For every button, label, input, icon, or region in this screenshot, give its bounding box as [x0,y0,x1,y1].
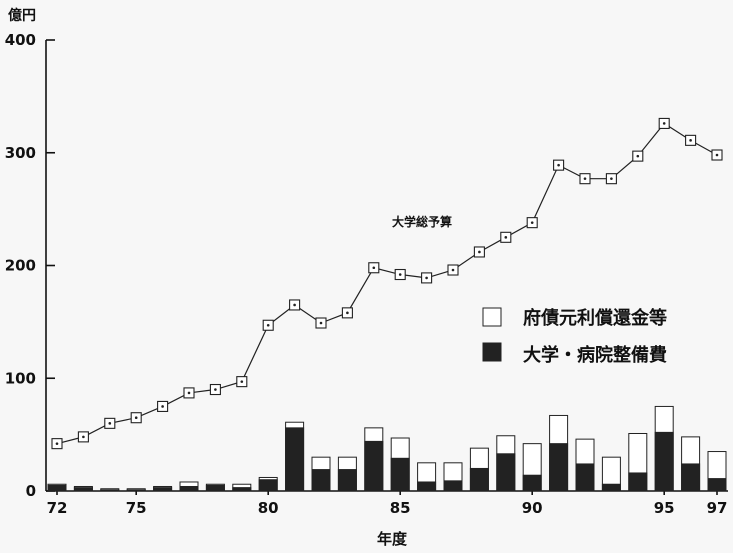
y-unit-label: 億円 [8,7,36,24]
line-point-dot [662,122,666,125]
y-axis: 0 100 200 300 400 [5,31,55,500]
bar-facilities [126,489,146,492]
line-point-dot [214,388,217,391]
line-point-dot [319,321,323,325]
bar-facilities [73,487,93,492]
bar-facilities [179,485,199,492]
x-tick-label: 97 [707,499,728,517]
line-point-dot [451,268,455,272]
total-budget-line [51,117,723,450]
bar-facilities [469,467,489,492]
bar-facilities [311,469,331,492]
x-tick-label: 95 [654,499,675,517]
total-budget-annotation: 大学総予算 [392,214,452,229]
line-point-dot [478,250,481,254]
line-point-dot [55,442,59,445]
line-point-dot [425,276,428,280]
bar-facilities [443,480,463,492]
legend-label-facilities: 大学・病院整備費 [523,344,667,366]
bar-facilities [100,489,120,492]
line-point-dot [689,139,692,142]
line-point-dot [187,391,191,395]
line-point-dot [715,153,719,157]
bar-facilities [601,483,621,492]
bar-facilities [205,484,225,492]
bar-facilities [417,481,437,492]
line-point-dot [530,221,534,224]
line-point-dot [557,163,560,167]
x-tick-label: 85 [390,499,411,517]
x-tick-label: 75 [126,499,147,517]
line-point-dot [293,303,296,307]
bar-facilities [522,474,542,492]
line-point-dot [398,273,402,276]
line-point-dot [372,266,376,270]
line-point-dot [82,435,85,439]
bar-facilities [285,427,305,492]
bar-facilities [337,469,357,492]
bars [47,405,727,492]
line-point-dot [134,416,138,420]
line-point-dot [583,177,587,180]
line-point-dot [504,236,508,239]
bar-facilities [47,484,67,492]
bar-facilities [707,478,727,492]
bar-facilities [153,487,173,492]
bar-facilities [232,487,252,492]
x-tick-label: 72 [47,499,68,517]
legend-swatch-facilities [482,342,502,362]
y-tick-label: 400 [5,31,36,49]
bar-facilities [575,463,595,492]
bar-facilities [364,440,384,492]
line-point-dot [346,311,349,315]
x-tick-label: 90 [522,499,543,517]
line-point-dot [240,380,244,383]
legend-swatch-repayment [482,307,502,327]
y-tick-label: 100 [5,369,36,387]
x-axis: 72 75 80 85 90 95 97 [46,490,728,517]
legend: 府債元利償還金等 大学・病院整備費 [482,307,667,366]
y-tick-label: 200 [5,257,36,275]
bar-facilities [654,431,674,492]
bar-facilities [258,479,278,492]
x-tick-label: 80 [258,499,279,517]
total-budget-line-path [56,122,718,445]
legend-label-repayment: 府債元利償還金等 [523,307,667,329]
line-point-dot [266,323,270,327]
bar-facilities [390,457,410,492]
y-tick-label: 0 [26,482,36,500]
bar-facilities [496,453,516,492]
line-point-dot [610,177,613,180]
bar-facilities [681,463,701,492]
line-point-dot [108,422,112,425]
x-axis-title: 年度 [377,530,408,548]
line-point-dot [636,154,640,158]
y-tick-label: 300 [5,144,36,162]
bar-facilities [549,443,569,492]
bar-facilities [628,472,648,492]
line-point-dot [161,405,164,408]
